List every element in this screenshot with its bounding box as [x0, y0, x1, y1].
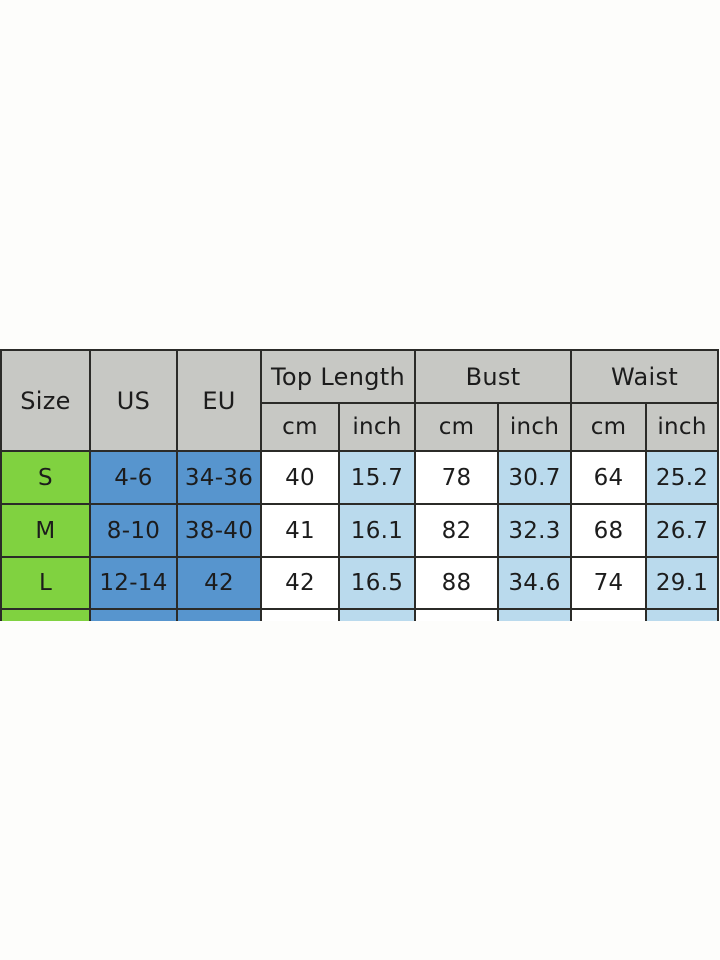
size-chart-table: Size US EU Top Length Bust Waist cm inch… — [0, 349, 720, 621]
cell-waist-inch: 29.1 — [645, 556, 720, 610]
subheader-top-length-cm: cm — [260, 402, 340, 452]
cell-waist-cm: 64 — [570, 450, 648, 505]
column-group-top-length: Top Length — [259, 349, 417, 404]
cell-bust-inch: 32.3 — [497, 503, 573, 558]
cell-size-label: M — [0, 503, 91, 558]
table-row-l: L 12-14 42 42 16.5 88 34.6 74 29.1 — [0, 556, 720, 610]
cropped-cell — [260, 608, 340, 621]
subheader-top-length-inch: inch — [337, 402, 417, 452]
cell-top-length-inch: 16.5 — [337, 556, 417, 610]
cell-size-label: L — [0, 556, 91, 610]
cell-top-length-cm: 40 — [260, 450, 340, 505]
column-group-waist: Waist — [570, 349, 720, 404]
column-group-bust: Bust — [414, 349, 573, 404]
cell-us: 8-10 — [89, 503, 178, 558]
cell-top-length-inch: 16.1 — [337, 503, 417, 558]
cell-bust-cm: 88 — [414, 556, 500, 610]
cell-top-length-cm: 41 — [260, 503, 340, 558]
cropped-cell — [414, 608, 500, 621]
column-header-eu: EU — [176, 349, 262, 452]
cell-bust-inch: 34.6 — [497, 556, 573, 610]
column-header-us: US — [89, 349, 178, 452]
subheader-waist-inch: inch — [645, 402, 720, 452]
subheader-bust-inch: inch — [497, 402, 573, 452]
cropped-cell — [497, 608, 573, 621]
cell-top-length-cm: 42 — [260, 556, 340, 610]
cell-size-label: S — [0, 450, 91, 505]
cropped-cell — [645, 608, 720, 621]
cropped-cell — [570, 608, 648, 621]
table-row-s: S 4-6 34-36 40 15.7 78 30.7 64 25.2 — [0, 450, 720, 505]
cropped-cell — [0, 608, 91, 621]
size-chart: Size US EU Top Length Bust Waist cm inch… — [0, 349, 720, 621]
cell-top-length-inch: 15.7 — [337, 450, 417, 505]
cropped-next-row — [0, 608, 720, 621]
cell-us: 4-6 — [89, 450, 178, 505]
subheader-bust-cm: cm — [414, 402, 500, 452]
cell-waist-inch: 26.7 — [645, 503, 720, 558]
table-row-m: M 8-10 38-40 41 16.1 82 32.3 68 26.7 — [0, 503, 720, 558]
cropped-cell — [176, 608, 262, 621]
cell-eu: 34-36 — [176, 450, 262, 505]
cell-waist-cm: 68 — [570, 503, 648, 558]
cropped-cell — [337, 608, 417, 621]
subheader-waist-cm: cm — [570, 402, 648, 452]
cell-waist-inch: 25.2 — [645, 450, 720, 505]
cell-waist-cm: 74 — [570, 556, 648, 610]
cell-us: 12-14 — [89, 556, 178, 610]
cell-eu: 42 — [176, 556, 262, 610]
column-header-size: Size — [0, 349, 91, 452]
cell-eu: 38-40 — [176, 503, 262, 558]
cell-bust-cm: 82 — [414, 503, 500, 558]
cropped-cell — [89, 608, 178, 621]
cell-bust-inch: 30.7 — [497, 450, 573, 505]
cell-bust-cm: 78 — [414, 450, 500, 505]
